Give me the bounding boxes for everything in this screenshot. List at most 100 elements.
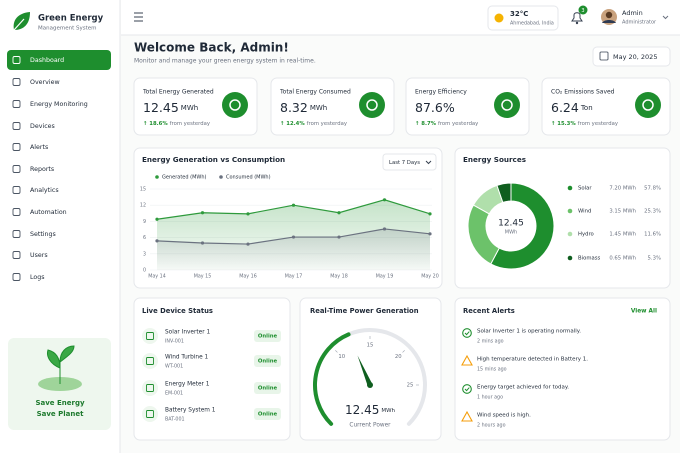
welcome-subtitle: Monitor and manage your green energy sys…	[134, 58, 316, 65]
stat-title: Energy Efficiency	[415, 89, 467, 96]
promo-text: Save Planet	[37, 410, 84, 418]
stat-unit: Ton	[580, 104, 593, 112]
nav-item[interactable]: Automation	[30, 209, 67, 216]
gauge-tick-label: 25	[407, 383, 414, 389]
point	[200, 211, 205, 215]
alert-time: 2 mins ago	[477, 339, 504, 345]
y-tick-label: 12	[140, 203, 146, 209]
legend-dot	[567, 231, 573, 237]
calendar-icon	[599, 51, 609, 61]
stat-change: ↑ 15.3% from yesterday	[551, 121, 618, 127]
stat-value: 12.45 MWh	[143, 100, 198, 115]
point	[246, 242, 250, 246]
bell[interactable]	[571, 12, 583, 25]
device-name: Solar Inverter 1	[165, 330, 210, 336]
device-id: EM-001	[165, 391, 183, 397]
nav-item[interactable]: Energy Monitoring	[30, 101, 88, 108]
nav-item[interactable]: Analytics	[30, 187, 59, 194]
brand: Green Energy	[38, 14, 104, 24]
nav-icon	[12, 100, 21, 108]
y-tick-label: 0	[143, 268, 146, 274]
alert-message: Wind speed is high.	[477, 413, 531, 419]
device-glyph	[146, 384, 154, 392]
stat-value: 87.6%	[415, 100, 455, 115]
nav-item[interactable]: Logs	[30, 274, 45, 281]
success-icon	[462, 328, 472, 338]
chart-panel	[299, 297, 442, 441]
point	[246, 212, 250, 216]
nav-item[interactable]: Overview	[30, 79, 60, 86]
nav-item[interactable]: Dashboard	[30, 57, 64, 64]
x-tick-label: May 15	[194, 274, 212, 280]
status-badge	[254, 330, 281, 342]
stat-icon	[359, 92, 385, 118]
weather-widget	[487, 5, 559, 31]
nav-item[interactable]: Reports	[30, 166, 54, 173]
device-icon	[142, 380, 158, 396]
stat-icon-glyph	[229, 99, 241, 111]
legend-label: Consumed (MWh)	[226, 175, 271, 181]
legend-label: Hydro	[578, 232, 594, 238]
x-tick-label: May 20	[421, 274, 439, 280]
stat-number: 87.6%	[415, 100, 455, 115]
gauge-unit: MWh	[381, 408, 395, 414]
gauge-needle	[357, 355, 373, 386]
stat-delta: ↑ 18.6%	[143, 121, 168, 127]
device-name: Energy Meter 1	[165, 382, 210, 388]
nav-icon	[12, 251, 21, 259]
gauge-readout: 12.45 MWh	[345, 403, 396, 417]
device-icon	[142, 328, 158, 344]
legend-label: Wind	[578, 209, 591, 215]
legend-label: Generated (MWh)	[162, 175, 206, 181]
nav-icon	[12, 56, 21, 64]
x-tick-label: May 19	[376, 274, 394, 280]
stat-delta: ↑ 12.4%	[280, 121, 305, 127]
stat-icon-glyph	[642, 99, 654, 111]
check	[464, 331, 470, 336]
chevron	[662, 15, 669, 20]
x-tick-label: May 17	[285, 274, 303, 280]
stat-card	[270, 77, 395, 136]
alert-message: Energy target achieved for today.	[477, 385, 569, 391]
warning-icon	[461, 410, 473, 422]
point	[428, 212, 432, 216]
point	[337, 211, 341, 215]
welcome-title: Welcome Back, Admin!	[134, 41, 289, 55]
range-select[interactable]	[382, 153, 437, 171]
promo-text: Save Energy	[35, 399, 84, 407]
nav-icon	[12, 273, 21, 281]
device-glyph	[146, 332, 154, 340]
nav-item[interactable]: Alerts	[30, 144, 48, 151]
gauge-value: 12.45	[345, 403, 379, 417]
nav-item[interactable]: Devices	[30, 123, 55, 130]
status-badge	[254, 355, 281, 367]
nav-icon	[12, 122, 21, 130]
stat-value: 8.32 MWh	[280, 100, 327, 115]
stat-change: ↑ 12.4% from yesterday	[280, 121, 347, 127]
chart-title: Energy Generation vs Consumption	[142, 155, 285, 164]
view-all[interactable]: View All	[631, 309, 657, 315]
legend-label: Solar	[578, 186, 592, 192]
nav-item[interactable]: Users	[30, 252, 48, 259]
device-status: Online	[258, 334, 278, 340]
avatar[interactable]	[601, 9, 617, 25]
x-tick-label: May 16	[239, 274, 257, 280]
alert-time: 15 mins ago	[477, 367, 507, 373]
badge	[578, 5, 588, 15]
legend-dot	[155, 175, 159, 179]
date-picker[interactable]	[592, 46, 671, 67]
gauge-tick	[335, 350, 338, 353]
alert-time: 1 hour ago	[477, 395, 503, 401]
panel-title: Live Device Status	[142, 307, 213, 315]
stat-change: ↑ 18.6% from yesterday	[143, 121, 210, 127]
warning-icon	[461, 354, 473, 366]
menu-button[interactable]	[134, 12, 143, 22]
point	[200, 241, 205, 245]
badge-count: 3	[581, 8, 584, 14]
stat-icon-glyph	[501, 99, 513, 111]
device-glyph	[146, 410, 154, 418]
nav-item[interactable]: Settings	[30, 231, 56, 238]
device-id: INV-001	[165, 339, 184, 345]
panel-title: Recent Alerts	[463, 307, 515, 315]
